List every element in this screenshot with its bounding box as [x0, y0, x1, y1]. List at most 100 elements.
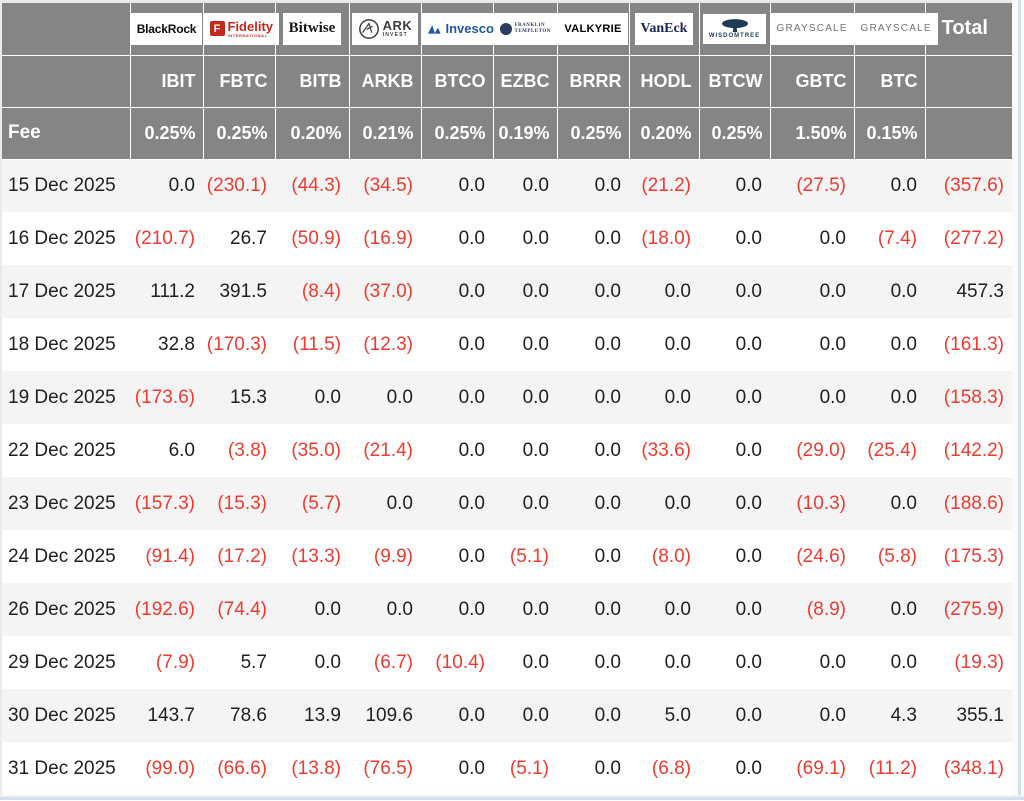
- value-cell: 391.5: [219, 280, 267, 302]
- franklin-portrait-icon: [499, 22, 512, 35]
- table-row: 31 Dec 2025 (99.0) (66.6) (13.8) (76.5) 0.0 (5…: [2, 742, 1012, 795]
- value-cell: 0.0: [735, 704, 762, 726]
- table-row: 23 Dec 2025 (157.3) (15.3) (5.7) 0.0 0.0 0.0 0.…: [2, 477, 1012, 530]
- value-cell: (7.4): [877, 227, 917, 249]
- fidelity-logo: F Fidelity INTERNATIONAL: [203, 12, 280, 45]
- value-cell: 0.0: [819, 333, 846, 355]
- value-cell: (74.4): [217, 598, 267, 620]
- value-cell: (7.9): [155, 651, 195, 673]
- table-row: 15 Dec 2025 0.0 (230.1) (44.3) (34.5) 0.0 0.0 0…: [2, 159, 1012, 212]
- value-cell: (8.4): [301, 280, 341, 302]
- fee-brrr: 0.25%: [557, 107, 630, 160]
- wisdomtree-tree-icon: [721, 18, 748, 32]
- value-cell: (6.8): [651, 757, 691, 779]
- value-cell: 0.0: [458, 333, 485, 355]
- value-cell: (3.8): [227, 439, 267, 461]
- value-cell: 0.0: [314, 598, 341, 620]
- date-cell: 29 Dec 2025: [8, 651, 116, 673]
- fee-row: Fee 0.25% 0.25% 0.20% 0.21% 0.25% 0.19% …: [2, 107, 1012, 160]
- logo-cell: WISDOMTREE: [699, 3, 771, 56]
- value-cell: 0.0: [522, 598, 549, 620]
- scrollbar-track-horizontal[interactable]: [0, 795, 1024, 801]
- value-cell: 0.0: [458, 280, 485, 302]
- ark-subtext: INVEST: [382, 32, 408, 39]
- value-cell: (230.1): [206, 174, 267, 196]
- ark-invest-logo: ARK INVEST: [351, 12, 419, 45]
- table-row: 17 Dec 2025 111.2 391.5 (8.4) (37.0) 0.0 0.0 0.…: [2, 265, 1012, 318]
- logo-cell: ARK INVEST: [349, 3, 422, 56]
- value-cell: 0.0: [168, 174, 195, 196]
- value-cell: 0.0: [664, 386, 691, 408]
- franklin-templeton-logo: FRANKLIN TEMPLETON: [493, 12, 557, 45]
- value-cell: 0.0: [594, 598, 621, 620]
- value-cell: 0.0: [594, 386, 621, 408]
- value-cell: 0.0: [458, 174, 485, 196]
- corner-cell: [2, 3, 131, 56]
- fee-hodl: 0.20%: [629, 107, 700, 160]
- value-cell: 32.8: [158, 333, 195, 355]
- fee-fbtc: 0.25%: [203, 107, 276, 160]
- value-cell: 0.0: [890, 386, 917, 408]
- fee-arkb: 0.21%: [349, 107, 422, 160]
- value-cell: 0.0: [890, 492, 917, 514]
- value-cell: 0.0: [819, 227, 846, 249]
- value-cell: 0.0: [890, 333, 917, 355]
- vaneck-logo: VanEck: [634, 12, 694, 45]
- value-cell: 0.0: [314, 651, 341, 673]
- value-cell: (91.4): [145, 545, 195, 567]
- value-cell: 0.0: [594, 651, 621, 673]
- value-cell: 0.0: [735, 174, 762, 196]
- value-cell: 0.0: [735, 333, 762, 355]
- value-cell: (10.3): [796, 492, 846, 514]
- bitwise-logo: Bitwise: [282, 12, 342, 45]
- total-cell: (357.6): [943, 174, 1004, 196]
- total-cell: (275.9): [943, 598, 1004, 620]
- blackrock-wordmark: BlackRock: [136, 21, 197, 36]
- value-cell: 0.0: [735, 280, 762, 302]
- value-cell: 13.9: [304, 704, 341, 726]
- value-cell: (16.9): [363, 227, 413, 249]
- value-cell: (8.9): [806, 598, 846, 620]
- value-cell: (13.3): [291, 545, 341, 567]
- value-cell: 0.0: [522, 439, 549, 461]
- value-cell: 0.0: [594, 227, 621, 249]
- value-cell: (11.2): [868, 757, 917, 779]
- franklin-wordmark-line1: FRANKLIN: [514, 22, 546, 28]
- ticker-btco: BTCO: [421, 55, 494, 108]
- value-cell: 0.0: [314, 386, 341, 408]
- value-cell: (9.9): [373, 545, 413, 567]
- table-row: 29 Dec 2025 (7.9) 5.7 0.0 (6.7) (10.4) 0.0 0.0 0…: [2, 636, 1012, 689]
- value-cell: 0.0: [522, 651, 549, 673]
- valkyrie-wordmark: VALKYRIE: [564, 22, 622, 35]
- value-cell: 0.0: [819, 386, 846, 408]
- value-cell: (76.5): [363, 757, 413, 779]
- logo-cell: Invesco: [421, 3, 500, 56]
- date-cell: 24 Dec 2025: [8, 545, 116, 567]
- blackrock-logo: BlackRock: [130, 12, 203, 45]
- value-cell: 0.0: [522, 280, 549, 302]
- total-cell: (348.1): [943, 757, 1004, 779]
- value-cell: 0.0: [594, 545, 621, 567]
- logo-cell: VALKYRIE: [557, 3, 630, 56]
- invesco-wordmark: Invesco: [445, 21, 494, 37]
- value-cell: 0.0: [890, 174, 917, 196]
- value-cell: (17.2): [217, 545, 267, 567]
- fee-ibit: 0.25%: [130, 107, 204, 160]
- ticker-total-empty: [925, 55, 1012, 108]
- value-cell: 0.0: [386, 386, 413, 408]
- value-cell: 5.7: [240, 651, 267, 673]
- value-cell: (66.6): [217, 757, 267, 779]
- date-cell: 22 Dec 2025: [8, 439, 116, 461]
- value-cell: (99.0): [145, 757, 195, 779]
- value-cell: (34.5): [363, 174, 413, 196]
- value-cell: 0.0: [890, 598, 917, 620]
- value-cell: (5.7): [301, 492, 341, 514]
- scrollbar-track-vertical[interactable]: [1012, 0, 1024, 795]
- value-cell: 0.0: [735, 386, 762, 408]
- table-row: 19 Dec 2025 (173.6) 15.3 0.0 0.0 0.0 0.0 0.0 0.0…: [2, 371, 1012, 424]
- ark-circle-icon: [358, 18, 379, 39]
- date-cell: 30 Dec 2025: [8, 704, 116, 726]
- table-row: 24 Dec 2025 (91.4) (17.2) (13.3) (9.9) 0.0 (5.…: [2, 530, 1012, 583]
- total-cell: 355.1: [956, 704, 1004, 726]
